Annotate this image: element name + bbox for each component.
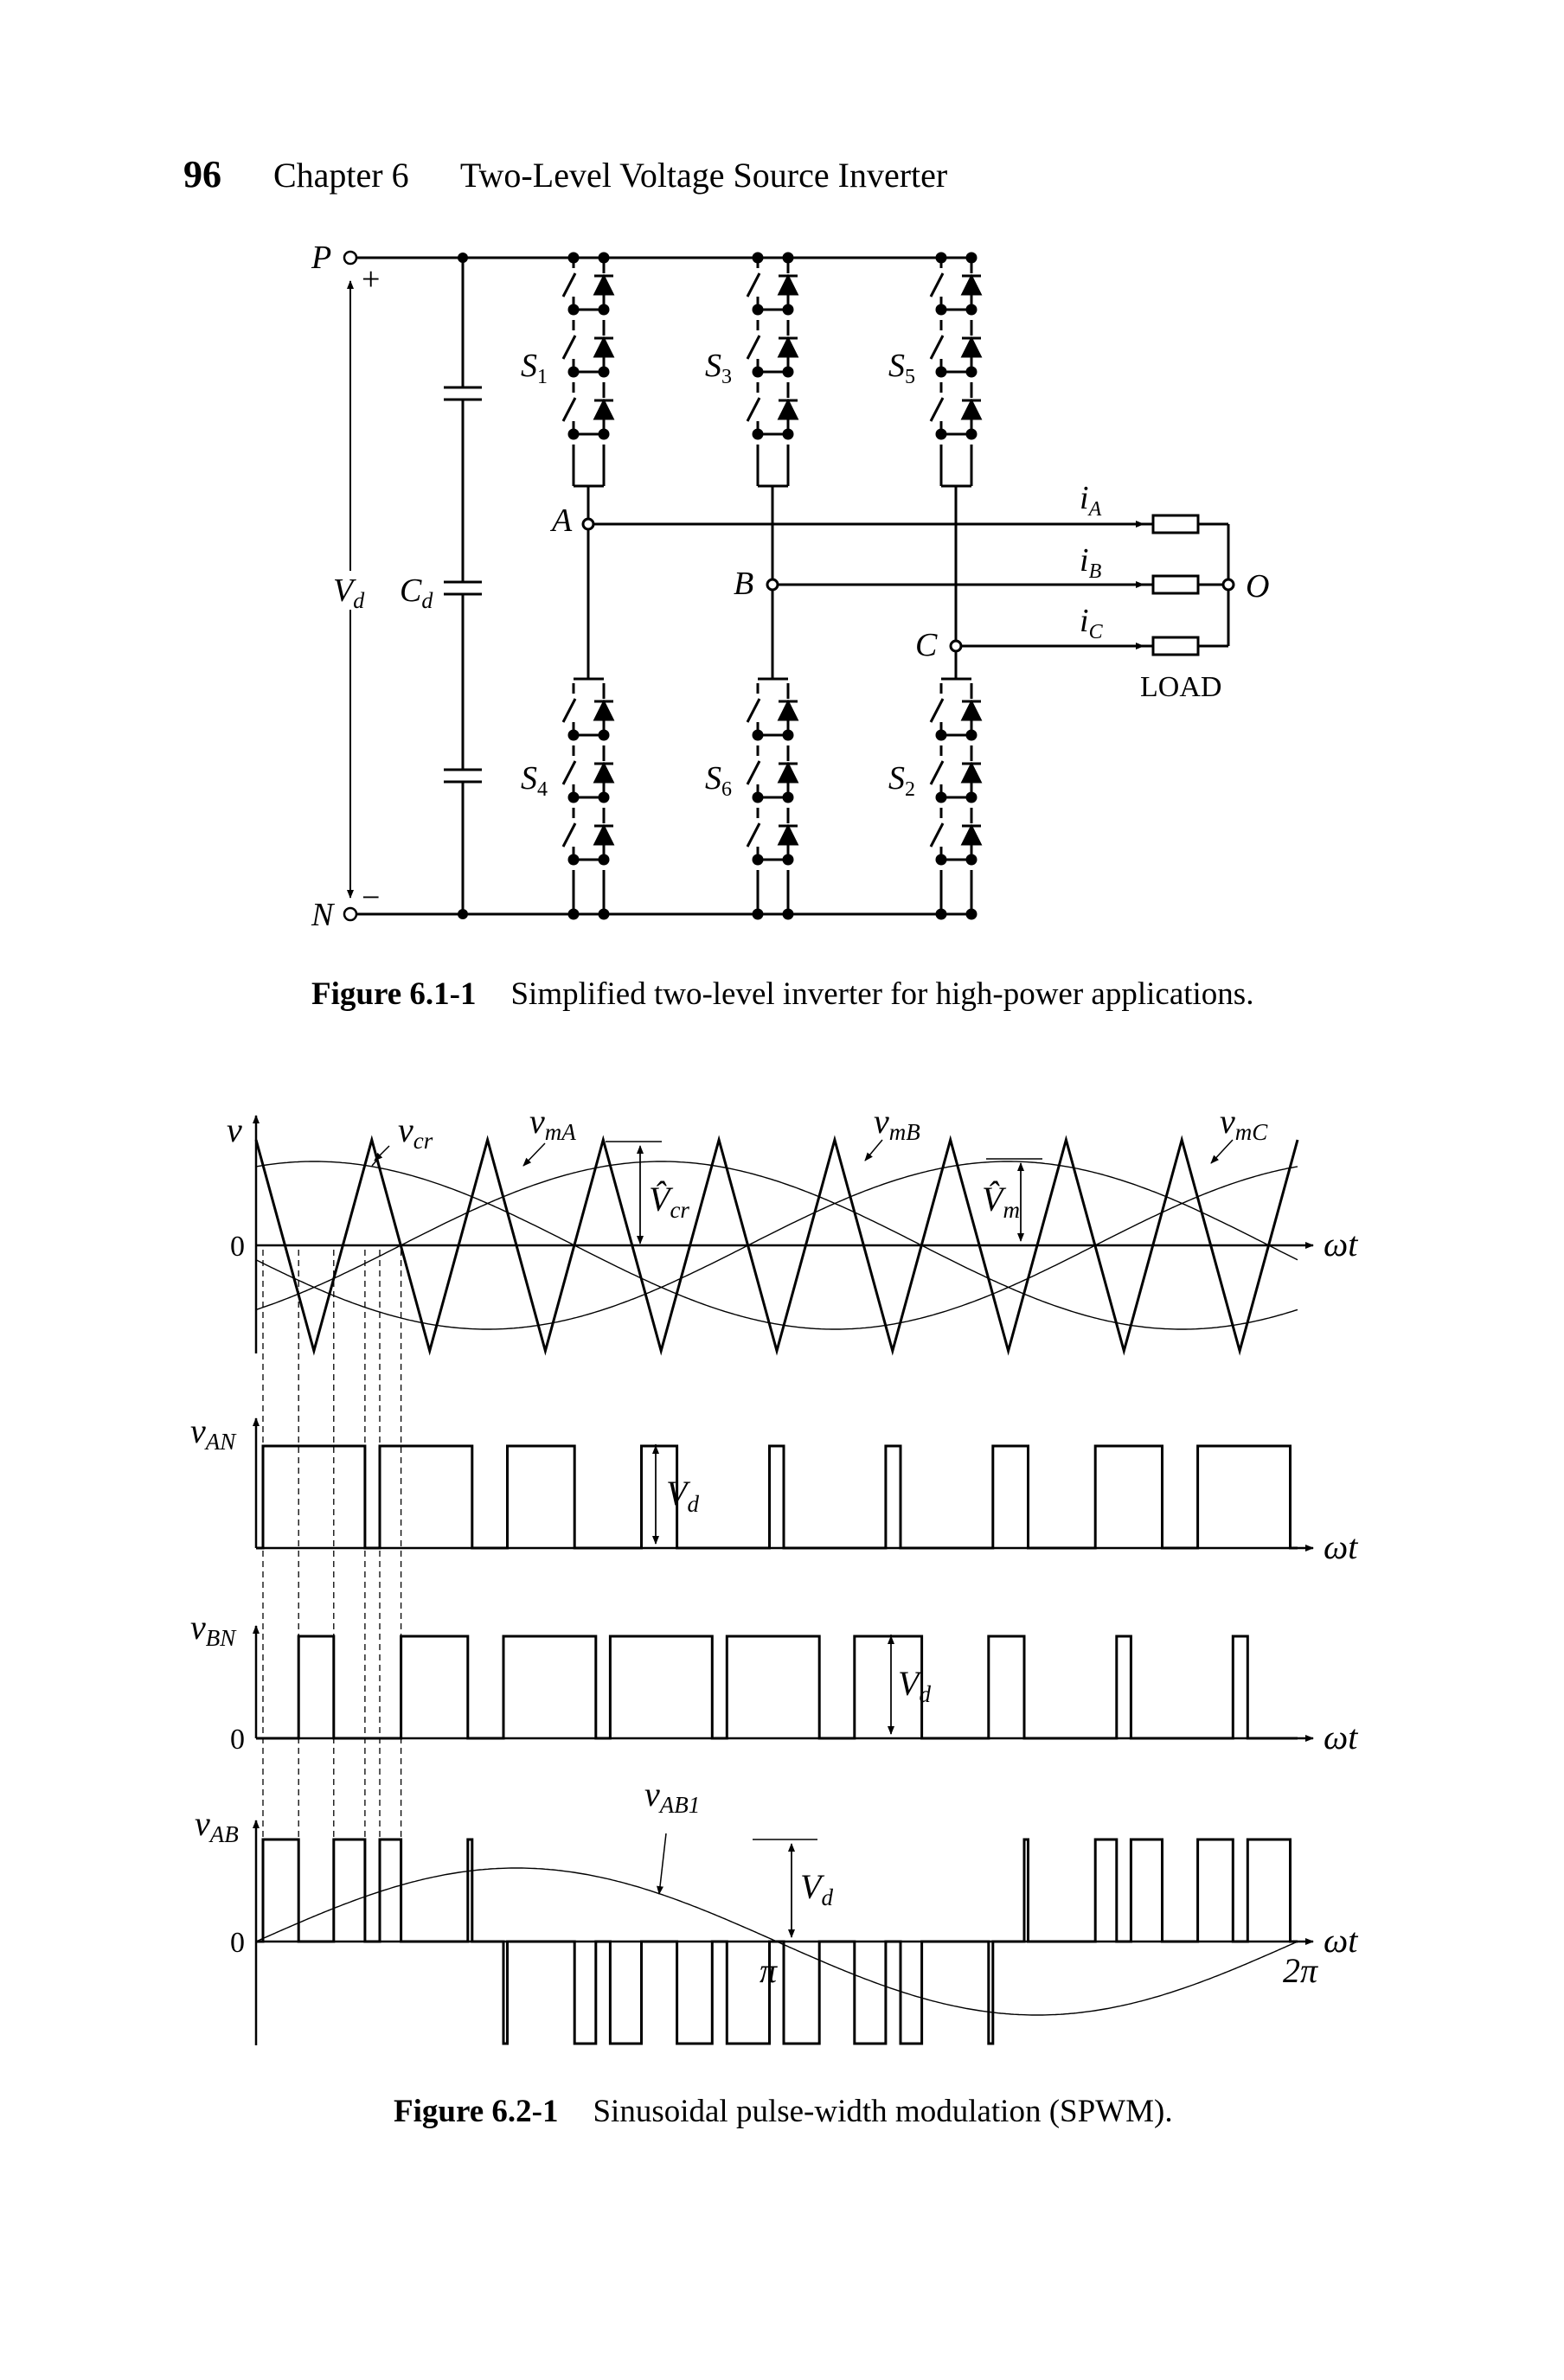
modulating-wave-b xyxy=(255,1161,1298,1330)
label-ia: iA xyxy=(1080,480,1102,521)
dc-bus-lines xyxy=(355,256,969,916)
figure1-caption-label: Figure 6.1-1 xyxy=(311,976,477,1012)
switch-stack xyxy=(929,252,983,488)
label-s6: S6 xyxy=(705,760,732,801)
modulating-waves xyxy=(255,1161,1298,1330)
label-zero-2: 0 xyxy=(230,1724,245,1756)
label-vmb: vmB xyxy=(874,1102,920,1145)
label-wt-3: ωt xyxy=(1324,1718,1358,1756)
label-node-b: B xyxy=(734,566,753,602)
switch-stack xyxy=(561,675,615,920)
circuit-junctions xyxy=(343,250,1235,922)
label-vmc: vmC xyxy=(1220,1102,1268,1145)
igbt-diode-cell xyxy=(929,320,983,378)
modulating-wave-c xyxy=(255,1161,1298,1330)
label-load: LOAD xyxy=(1140,671,1221,703)
label-s5: S5 xyxy=(888,348,915,388)
switch-stack xyxy=(746,675,799,920)
igbt-diode-cell xyxy=(561,382,615,440)
label-van: vAN xyxy=(190,1411,237,1455)
switch-stack xyxy=(929,675,983,920)
label-pi: π xyxy=(760,1951,778,1990)
label-zero-1: 0 xyxy=(230,1231,245,1263)
label-two-pi: 2π xyxy=(1283,1951,1318,1990)
label-v-axis: v xyxy=(227,1110,242,1149)
vab1-fundamental xyxy=(255,1867,1298,2016)
vertical-projection-lines xyxy=(262,1250,402,1942)
label-zero-3: 0 xyxy=(230,1927,245,1959)
figure2-caption: Figure 6.2-1 Sinusoidal pulse-width modul… xyxy=(394,2093,1173,2130)
igbt-diode-cell xyxy=(746,258,799,316)
igbt-diode-cell xyxy=(929,745,983,803)
circuit-labels: P N + − Vd Cd S1 S3 S5 S4 S6 S2 A B C iA… xyxy=(311,240,1269,933)
igbt-diode-cell xyxy=(929,258,983,316)
axes xyxy=(253,1115,1314,2045)
page-number: 96 xyxy=(183,153,221,195)
spwm-figure: v vcr vmA vmB vmC V̂cr V̂m 0 ωt vAN Vd ω… xyxy=(190,1102,1358,2045)
switch-stack xyxy=(561,252,615,488)
label-minus: − xyxy=(362,880,380,916)
igbt-diode-cell xyxy=(746,382,799,440)
chapter-title: Two-Level Voltage Source Inverter xyxy=(459,156,948,195)
igbt-diode-cell xyxy=(561,258,615,316)
phase-output-lines xyxy=(586,521,1153,679)
figure1-caption: Figure 6.1-1 Simplified two-level inverte… xyxy=(311,976,1253,1013)
igbt-diode-cell xyxy=(746,320,799,378)
igbt-diode-cell xyxy=(561,683,615,741)
label-node-a: A xyxy=(549,502,573,539)
label-vd-vab: Vd xyxy=(800,1867,833,1910)
label-vma: vmA xyxy=(529,1102,576,1145)
label-plus: + xyxy=(362,261,380,298)
igbt-diode-cell xyxy=(929,382,983,440)
label-vbn: vBN xyxy=(190,1608,237,1651)
van-pulse-train xyxy=(256,1444,1298,1550)
igbt-diode-cell xyxy=(746,683,799,741)
label-vm-hat: V̂m xyxy=(982,1180,1020,1223)
igbt-diode-cell xyxy=(561,320,615,378)
igbt-diode-cell xyxy=(746,745,799,803)
igbt-diode-cell xyxy=(929,808,983,866)
inverter-circuit xyxy=(347,252,1230,920)
label-s2: S2 xyxy=(888,760,915,801)
label-s4: S4 xyxy=(521,760,548,801)
label-s1: S1 xyxy=(521,348,548,388)
igbt-diode-cell xyxy=(746,808,799,866)
modulating-wave-a xyxy=(255,1161,1298,1330)
page-header: 96 Chapter 6 Two-Level Voltage Source In… xyxy=(183,152,947,196)
load-resistors xyxy=(1151,514,1230,656)
label-node-c: C xyxy=(915,627,938,663)
label-vab: vAB xyxy=(195,1804,239,1847)
label-p: P xyxy=(311,240,331,276)
label-vcr: vcr xyxy=(398,1110,433,1154)
vbn-pulse-train xyxy=(256,1635,1298,1740)
label-ib: iB xyxy=(1080,542,1102,583)
label-vd-vbn: Vd xyxy=(898,1664,931,1707)
dc-link-capacitors xyxy=(444,258,482,914)
switch-stack xyxy=(746,252,799,488)
label-o: O xyxy=(1246,568,1269,605)
label-vcr-hat: V̂cr xyxy=(649,1180,689,1223)
amplitude-markers xyxy=(371,1139,1234,1938)
waveform-labels: v vcr vmA vmB vmC V̂cr V̂m 0 ωt vAN Vd ω… xyxy=(190,1102,1358,1990)
label-cd: Cd xyxy=(400,573,433,613)
igbt-diode-cell xyxy=(561,745,615,803)
label-vd: Vd xyxy=(333,573,365,613)
igbt-diode-cell xyxy=(561,808,615,866)
carrier-triangle-wave xyxy=(254,1135,1299,1356)
figure2-caption-label: Figure 6.2-1 xyxy=(394,2094,559,2129)
figure2-caption-text: Sinusoidal pulse-width modulation (SPWM)… xyxy=(593,2094,1173,2129)
label-vd-van: Vd xyxy=(666,1474,699,1517)
igbt-diode-cell xyxy=(929,683,983,741)
label-wt-2: ωt xyxy=(1324,1527,1358,1566)
label-s3: S3 xyxy=(705,348,732,388)
label-vab1: vAB1 xyxy=(644,1775,700,1818)
chapter-label: Chapter 6 xyxy=(273,156,409,195)
figure1-caption-text: Simplified two-level inverter for high-p… xyxy=(510,976,1254,1012)
label-ic: iC xyxy=(1080,603,1104,643)
label-wt-4: ωt xyxy=(1324,1921,1358,1960)
label-n: N xyxy=(311,897,336,933)
label-wt-1: ωt xyxy=(1324,1225,1358,1264)
